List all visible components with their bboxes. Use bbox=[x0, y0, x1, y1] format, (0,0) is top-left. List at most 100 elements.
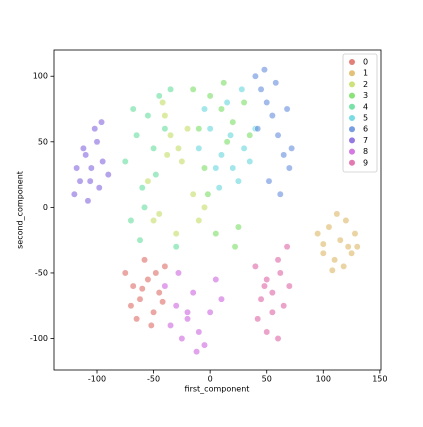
point bbox=[218, 105, 225, 113]
point bbox=[254, 125, 262, 133]
point bbox=[325, 223, 333, 231]
x-tick-label: 150 bbox=[372, 375, 387, 384]
point bbox=[144, 276, 152, 283]
point bbox=[288, 144, 296, 152]
point bbox=[223, 99, 231, 106]
legend-label: 5 bbox=[363, 114, 368, 123]
point bbox=[212, 230, 220, 238]
y-tick-label: -50 bbox=[35, 268, 48, 277]
point bbox=[84, 197, 92, 205]
point bbox=[150, 308, 158, 316]
legend-label: 0 bbox=[363, 58, 368, 67]
point bbox=[265, 177, 273, 185]
legend-marker bbox=[349, 159, 355, 166]
point bbox=[263, 276, 271, 283]
point bbox=[138, 285, 146, 293]
x-tick-label: -50 bbox=[147, 375, 160, 384]
legend-marker bbox=[349, 103, 355, 110]
point bbox=[353, 243, 361, 251]
point bbox=[223, 138, 231, 146]
point bbox=[234, 223, 242, 231]
point bbox=[172, 302, 180, 310]
point bbox=[328, 266, 336, 274]
point bbox=[206, 125, 214, 133]
point bbox=[104, 171, 112, 179]
point bbox=[274, 256, 282, 264]
point bbox=[76, 177, 84, 185]
point bbox=[175, 144, 182, 152]
point bbox=[218, 151, 225, 159]
point bbox=[127, 302, 135, 310]
point bbox=[212, 276, 220, 283]
point bbox=[276, 190, 284, 198]
point bbox=[272, 79, 280, 87]
point bbox=[161, 282, 169, 290]
point bbox=[147, 321, 155, 329]
x-axis-label: first_component bbox=[185, 385, 250, 394]
point bbox=[263, 99, 271, 106]
legend-marker bbox=[349, 148, 355, 155]
point bbox=[268, 289, 276, 297]
point bbox=[268, 308, 276, 316]
point bbox=[141, 256, 148, 264]
point bbox=[121, 158, 129, 165]
legend-box bbox=[342, 53, 378, 173]
y-tick-label: -100 bbox=[30, 334, 48, 343]
point bbox=[261, 66, 268, 74]
point bbox=[144, 177, 152, 185]
point bbox=[201, 341, 208, 349]
point bbox=[86, 177, 94, 185]
point bbox=[204, 190, 212, 198]
point bbox=[184, 125, 191, 133]
point bbox=[99, 158, 107, 165]
point bbox=[344, 243, 352, 251]
point bbox=[280, 302, 288, 310]
x-tick-label: 100 bbox=[316, 375, 331, 384]
point bbox=[201, 105, 208, 113]
point bbox=[172, 230, 180, 238]
y-tick-label: 100 bbox=[33, 72, 48, 81]
point bbox=[189, 85, 197, 93]
point bbox=[319, 240, 327, 248]
legend-label: 3 bbox=[363, 91, 368, 100]
y-axis-label: second_component bbox=[16, 171, 25, 249]
legend-marker bbox=[349, 81, 355, 88]
point bbox=[136, 295, 144, 303]
point bbox=[155, 289, 163, 297]
point bbox=[155, 92, 163, 100]
point bbox=[167, 131, 174, 139]
point bbox=[234, 177, 242, 185]
point bbox=[348, 249, 356, 257]
x-tick-label: 0 bbox=[208, 375, 213, 384]
point bbox=[178, 158, 186, 165]
legend-label: 6 bbox=[363, 125, 368, 134]
point bbox=[263, 328, 271, 336]
point bbox=[254, 315, 262, 323]
legend-marker bbox=[349, 92, 355, 99]
point bbox=[127, 217, 135, 224]
point bbox=[257, 85, 265, 93]
point bbox=[172, 243, 180, 251]
point bbox=[195, 144, 203, 152]
point bbox=[274, 335, 282, 342]
point bbox=[218, 295, 225, 303]
point bbox=[161, 262, 169, 270]
point bbox=[319, 249, 327, 257]
point bbox=[138, 184, 146, 192]
point bbox=[121, 269, 129, 277]
point bbox=[229, 164, 237, 172]
point bbox=[184, 308, 191, 316]
point bbox=[215, 184, 223, 192]
legend-marker bbox=[349, 70, 355, 77]
point bbox=[152, 171, 160, 179]
legend-label: 4 bbox=[363, 102, 368, 111]
point bbox=[163, 151, 171, 159]
point bbox=[136, 236, 144, 244]
point bbox=[251, 262, 259, 270]
point bbox=[240, 99, 248, 106]
point bbox=[161, 125, 169, 133]
point bbox=[285, 164, 293, 172]
legend-label: 9 bbox=[363, 158, 368, 167]
point bbox=[201, 164, 208, 172]
point bbox=[155, 210, 163, 218]
